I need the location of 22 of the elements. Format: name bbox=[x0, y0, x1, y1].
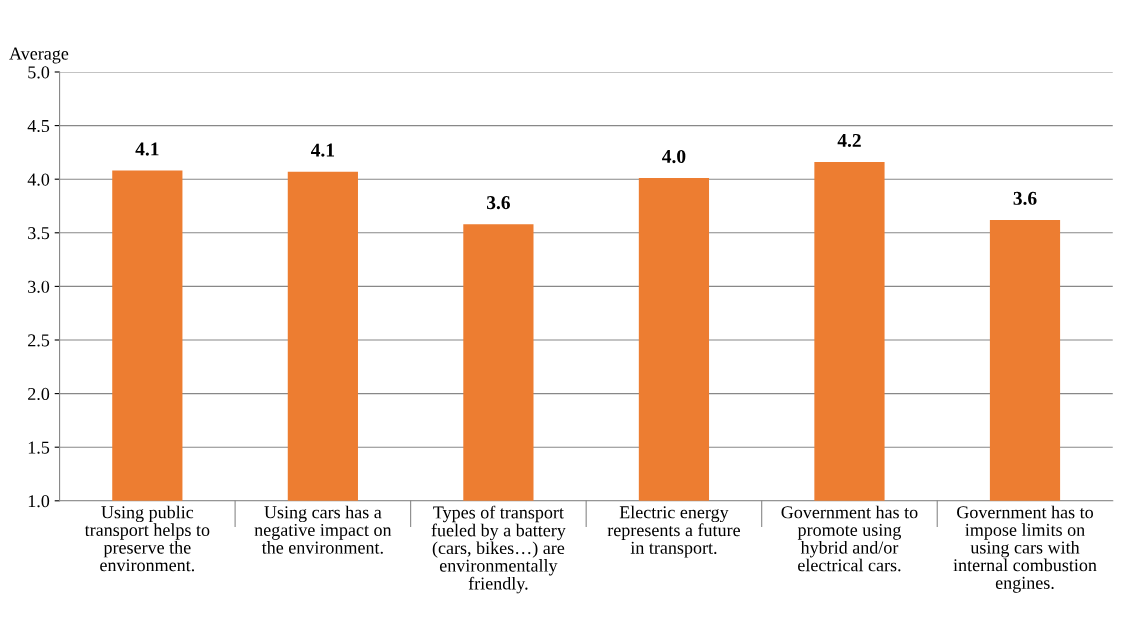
data-label: 3.6 bbox=[486, 196, 510, 210]
y-tick-label: 2.0 bbox=[28, 387, 50, 401]
x-tick-label: Using cars has a negative impact on the environment. bbox=[254, 505, 392, 554]
data-label: 4.2 bbox=[837, 133, 861, 148]
y-tick-label: 5.0 bbox=[28, 66, 50, 79]
y-tick-label: 3.5 bbox=[28, 227, 50, 240]
data-label: 4.1 bbox=[135, 142, 159, 156]
y-tick-label: 4.5 bbox=[27, 119, 50, 133]
x-tick-label: Types of transport fueled by a battery (cars, bikes…) are environmentally friendly. bbox=[431, 505, 566, 594]
y-tick-label: 4.0 bbox=[27, 173, 50, 186]
x-tick-label: Government has to impose limits on using cars with internal combustion engines. bbox=[953, 505, 1097, 593]
data-label: 3.6 bbox=[1013, 191, 1037, 205]
x-tick-label: Using public transport helps to preserve the environment. bbox=[84, 505, 210, 572]
y-tick-label: 3.0 bbox=[28, 280, 50, 293]
y-axis-title: Average bbox=[9, 47, 69, 64]
y-tick-label: 1.0 bbox=[28, 495, 50, 508]
data-label: 4.1 bbox=[310, 143, 335, 157]
y-tick-label: 2.5 bbox=[28, 334, 50, 347]
x-tick-label: Government has to promote using hybrid and/or electrical cars. bbox=[781, 505, 918, 572]
y-tick-label: 1.5 bbox=[28, 441, 50, 454]
data-label: 4.0 bbox=[662, 149, 686, 164]
x-tick-label: Electric energy represents a future in transport. bbox=[607, 505, 740, 558]
